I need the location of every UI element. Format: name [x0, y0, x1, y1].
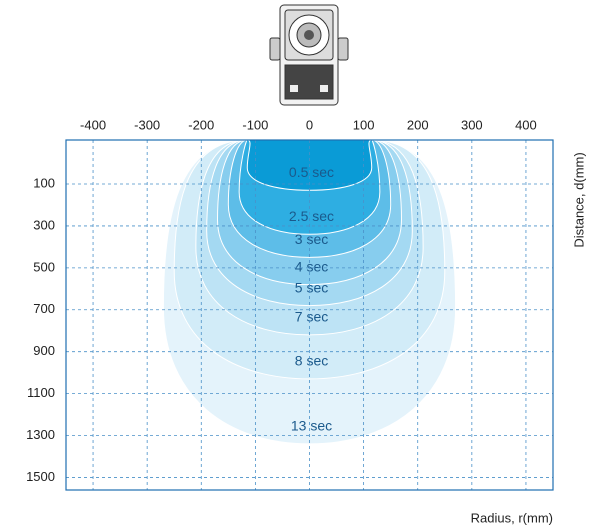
region-label: 7 sec — [295, 309, 328, 325]
x-tick-label: 400 — [515, 117, 537, 132]
y-tick-label: 700 — [33, 301, 55, 316]
region-label: 4 sec — [295, 258, 328, 274]
region-label: 0.5 sec — [289, 164, 334, 180]
plot-border — [65, 139, 554, 491]
x-axis-title: Radius, r(mm) — [471, 510, 553, 525]
y-tick-label: 1100 — [27, 385, 55, 400]
y-axis-title: Distance, d(mm) — [571, 152, 586, 247]
region-label: 13 sec — [291, 418, 332, 434]
x-tick-label: 100 — [353, 117, 375, 132]
device-illustration — [269, 4, 349, 106]
region-label: 3 sec — [295, 231, 328, 247]
x-tick-label: -200 — [188, 117, 214, 132]
y-tick-label: 100 — [33, 175, 55, 190]
x-tick-label: 0 — [306, 117, 313, 132]
x-tick-label: -300 — [134, 117, 160, 132]
x-tick-label: 200 — [407, 117, 429, 132]
region-label: 8 sec — [295, 353, 328, 369]
y-tick-label: 300 — [33, 217, 55, 232]
y-tick-label: 1500 — [26, 469, 55, 484]
x-tick-label: -400 — [80, 117, 106, 132]
y-tick-label: 1300 — [26, 427, 55, 442]
region-label: 2.5 sec — [289, 208, 334, 224]
region-label: 5 sec — [295, 279, 328, 295]
y-tick-label: 900 — [33, 343, 55, 358]
x-tick-label: -100 — [242, 117, 268, 132]
y-tick-label: 500 — [33, 259, 55, 274]
x-tick-label: 300 — [461, 117, 483, 132]
